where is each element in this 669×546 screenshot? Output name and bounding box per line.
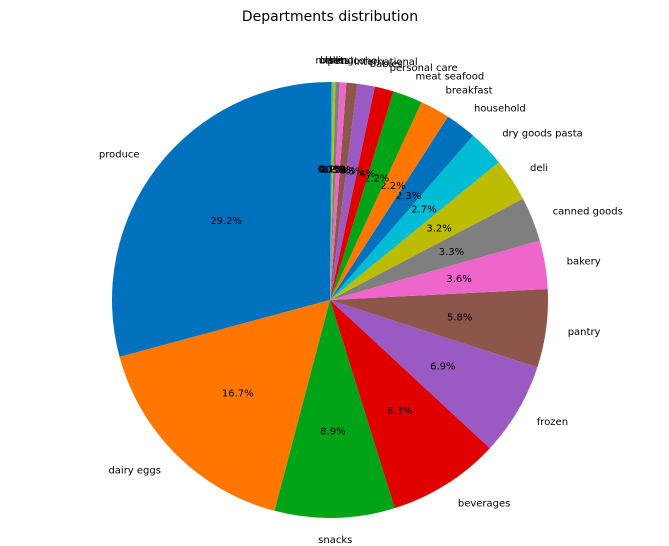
pie-slice-beverages	[330, 300, 490, 509]
slice-percent-label: 1.3%	[339, 167, 364, 178]
slice-percent-label: 1.4%	[350, 169, 375, 180]
chart-title: Departments distribution	[241, 9, 419, 25]
pie-slice-produce	[111, 82, 330, 357]
pie-slice-breakfast	[330, 102, 448, 300]
slice-percent-label: 8.3%	[387, 406, 412, 417]
slice-label: babies	[370, 59, 403, 70]
slice-label: international	[354, 57, 418, 68]
pie-slice-snacks	[274, 300, 395, 518]
pie-slice-deli	[330, 162, 523, 300]
slice-percent-label: 5.8%	[447, 313, 472, 324]
slice-label: breakfast	[446, 85, 493, 96]
slice-percent-label: 2.3%	[396, 191, 421, 202]
slice-label: bakery	[567, 256, 601, 267]
slice-percent-label: 0.2%	[320, 165, 345, 176]
slice-percent-label: 16.7%	[222, 388, 254, 399]
slice-label: household	[474, 104, 526, 115]
pie-slice-household	[330, 116, 474, 301]
pie-slice-alcohol	[330, 82, 347, 301]
slice-percent-label: 0.1%	[318, 165, 343, 176]
pie-slice-babies	[330, 83, 375, 300]
slice-label: personal care	[390, 63, 458, 74]
slice-percent-label: 6.9%	[430, 362, 455, 373]
slice-label: beverages	[458, 498, 511, 509]
slice-label: bulk	[320, 56, 341, 67]
slice-label: other	[319, 56, 347, 67]
slice-percent-label: 0.3%	[322, 165, 347, 176]
slice-label: alcohol	[344, 56, 380, 67]
pie-slice-international	[330, 82, 358, 301]
slice-percent-label: 2.7%	[411, 204, 436, 215]
slice-percent-label: 3.3%	[439, 247, 464, 258]
slice-label: pantry	[568, 327, 601, 338]
pie-slice-bakery	[330, 240, 548, 300]
pie-slice-bulk	[330, 82, 332, 300]
slice-label: produce	[99, 150, 140, 161]
slice-percent-label: 0.8%	[330, 165, 355, 176]
pie-slice-missing	[330, 82, 336, 300]
pie-slice-dairy-eggs	[119, 300, 330, 511]
pie-slice-dry-goods-pasta	[330, 135, 499, 300]
pie-slice-pets	[330, 82, 340, 300]
slice-percent-label: 8.9%	[320, 426, 345, 437]
slice-percent-label: 3.2%	[426, 223, 451, 234]
slice-percent-label: 3.6%	[446, 274, 471, 285]
slice-percent-label: 2.2%	[364, 173, 389, 184]
slice-percent-label: 0.5%	[325, 165, 350, 176]
pie-slice-frozen	[330, 300, 538, 449]
slice-label: deli	[530, 163, 548, 174]
slice-percent-label: 2.2%	[380, 181, 405, 192]
slice-label: snacks	[318, 535, 352, 546]
slice-label: meat seafood	[415, 71, 484, 82]
pie-slice-canned-goods	[330, 198, 540, 300]
pie-slice-meat-seafood	[330, 91, 422, 301]
slice-percent-label: 29.2%	[210, 216, 242, 227]
slice-label: canned goods	[553, 207, 623, 218]
slice-percent-label: 0.1%	[319, 165, 344, 176]
pie-slice-other	[330, 82, 333, 300]
slice-label: dry goods pasta	[502, 129, 583, 140]
pie-slice-pantry	[330, 289, 548, 368]
slice-label: pets	[327, 56, 349, 67]
slice-label: frozen	[537, 417, 568, 428]
pie-slice-personal-care	[330, 86, 394, 300]
slice-label: dairy eggs	[108, 466, 161, 477]
slice-label: missing	[315, 56, 353, 67]
